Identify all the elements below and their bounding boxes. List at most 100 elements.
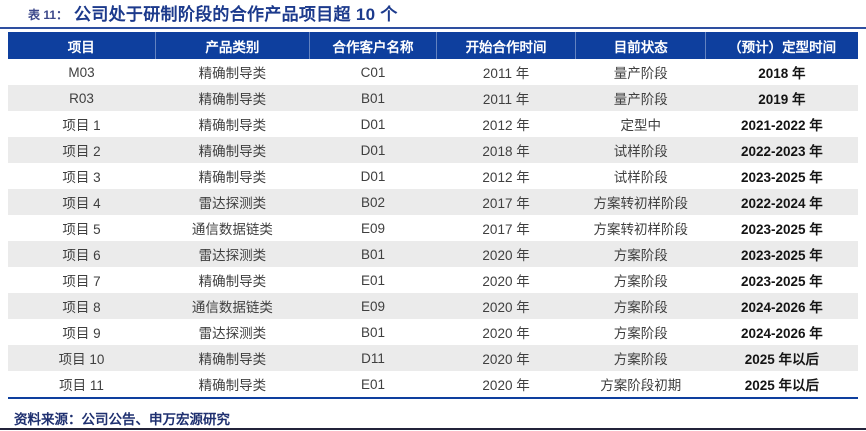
table-cell: 精确制导类 [198, 144, 267, 159]
table-caption: 表 11： 公司处于研制阶段的合作产品项目超 10 个 [0, 0, 866, 27]
table-cell: 方案阶段 [613, 300, 668, 315]
table-cell: R03 [69, 90, 94, 106]
table-cell: 2020 年 [482, 300, 530, 315]
table-cell: 项目 6 [62, 248, 101, 263]
table-row: 项目 4 雷达探测类 B02 2017 年 方案转初样阶段 2022-2024 年 [8, 189, 858, 215]
table-cell: 方案阶段 [613, 274, 668, 289]
table-cell: 项目 1 [62, 118, 101, 133]
table-cell: E01 [361, 272, 386, 288]
table-cell: 2012 年 [482, 118, 530, 133]
table-cell: 雷达探测类 [198, 326, 267, 341]
table-row: R03 精确制导类 B01 2011 年 量产阶段 2019 年 [8, 85, 858, 111]
table-cell: D01 [360, 142, 386, 158]
header-row: 项目 产品类别 合作客户名称 开始合作时间 目前状态 （预计）定型时间 [8, 32, 858, 59]
table-cell: 2020 年 [482, 326, 530, 341]
table-row: 项目 7 精确制导类 E01 2020 年 方案阶段 2023-2025 年 [8, 267, 858, 293]
table-cell: 2023-2025 年 [741, 274, 823, 289]
table-cell: 2022-2024 年 [741, 196, 823, 211]
table-cell: B01 [361, 246, 386, 262]
table-cell: 精确制导类 [198, 274, 267, 289]
table-cell: D01 [360, 116, 386, 132]
caption-underline [0, 27, 866, 29]
table-cell: 项目 3 [62, 170, 101, 185]
page-title: 公司处于研制阶段的合作产品项目超 10 个 [74, 5, 398, 24]
table-cell: 2025 年以后 [744, 378, 820, 393]
column-header: 目前状态 [575, 32, 706, 59]
table-cell: 方案阶段初期 [600, 378, 682, 393]
table-cell: 精确制导类 [198, 92, 267, 107]
table-cell: 2021-2022 年 [741, 118, 823, 133]
table-row: 项目 3 精确制导类 D01 2012 年 试样阶段 2023-2025 年 [8, 163, 858, 189]
table-cell: 雷达探测类 [198, 248, 267, 263]
table-cell: 项目 7 [62, 274, 101, 289]
projects-table: 项目 产品类别 合作客户名称 开始合作时间 目前状态 （预计）定型时间 M03 精确制导类 C… [8, 32, 858, 399]
table-cell: 精确制导类 [198, 170, 267, 185]
column-header: （预计）定型时间 [705, 32, 858, 59]
table-row: 项目 9 雷达探测类 B01 2020 年 方案阶段 2024-2026 年 [8, 319, 858, 345]
table-cell: 通信数据链类 [191, 300, 273, 315]
table-cell: 2020 年 [482, 352, 530, 367]
table-cell: 2017 年 [482, 222, 530, 237]
table-cell: 2023-2025 年 [741, 222, 823, 237]
table-row: 项目 11 精确制导类 E01 2020 年 方案阶段初期 2025 年以后 [8, 371, 858, 398]
table-cell: 量产阶段 [613, 66, 668, 81]
table-cell: 方案阶段 [613, 352, 668, 367]
table-cell: 精确制导类 [198, 352, 267, 367]
table-cell: 项目 4 [62, 196, 101, 211]
table-cell: 项目 5 [62, 222, 101, 237]
table-cell: C01 [360, 64, 386, 80]
table-cell: 项目 11 [59, 378, 104, 393]
table-cell: D01 [360, 168, 386, 184]
table-cell: 方案转初样阶段 [593, 222, 689, 237]
table-header: 项目 产品类别 合作客户名称 开始合作时间 目前状态 （预计）定型时间 [8, 32, 858, 59]
table-cell: 方案阶段 [613, 248, 668, 263]
table-cell: 2018 年 [482, 144, 530, 159]
table-cell: E09 [361, 220, 386, 236]
table-row: 项目 6 雷达探测类 B01 2020 年 方案阶段 2023-2025 年 [8, 241, 858, 267]
table-body: M03 精确制导类 C01 2011 年 量产阶段 2018 年 R03 精确制导类 B01 20… [8, 59, 858, 398]
table-cell: 2024-2026 年 [741, 326, 823, 341]
table-cell: 通信数据链类 [191, 222, 273, 237]
table-row: 项目 10 精确制导类 D11 2020 年 方案阶段 2025 年以后 [8, 345, 858, 371]
column-header: 开始合作时间 [435, 32, 576, 59]
table-cell: 方案转初样阶段 [593, 196, 689, 211]
table-cell: 项目 8 [62, 300, 101, 315]
table-cell: 项目 9 [62, 326, 101, 341]
table-cell: 精确制导类 [198, 378, 267, 393]
table-row: 项目 8 通信数据链类 E09 2020 年 方案阶段 2024-2026 年 [8, 293, 858, 319]
column-header: 合作客户名称 [309, 32, 437, 59]
table-cell: 精确制导类 [198, 118, 267, 133]
table-cell: 2018 年 [758, 66, 806, 81]
table-row: 项目 2 精确制导类 D01 2018 年 试样阶段 2022-2023 年 [8, 137, 858, 163]
table-cell: 项目 10 [58, 352, 105, 367]
table-cell: D11 [361, 350, 385, 366]
table-cell: 精确制导类 [198, 66, 267, 81]
table-cell: 2024-2026 年 [741, 300, 823, 315]
bottom-rule [0, 428, 866, 430]
table-cell: 2020 年 [482, 378, 530, 393]
table-cell: E01 [361, 376, 386, 392]
table-cell: 2025 年以后 [744, 352, 820, 367]
table-cell: 2017 年 [482, 196, 530, 211]
table-cell: B02 [361, 194, 386, 210]
table-cell: 项目 2 [62, 144, 101, 159]
caption-label: 表 11： [28, 8, 69, 22]
table-cell: 试样阶段 [613, 170, 668, 185]
table-cell: 试样阶段 [613, 144, 668, 159]
table-row: 项目 5 通信数据链类 E09 2017 年 方案转初样阶段 2023-2025 年 [8, 215, 858, 241]
column-header: 产品类别 [154, 32, 310, 59]
table-cell: 方案阶段 [613, 326, 668, 341]
table-cell: B01 [361, 90, 386, 106]
table-cell: M03 [68, 64, 95, 80]
table-cell: 量产阶段 [613, 92, 668, 107]
table-cell: 2012 年 [482, 170, 530, 185]
table-row: M03 精确制导类 C01 2011 年 量产阶段 2018 年 [8, 59, 858, 85]
table-cell: 2019 年 [758, 92, 806, 107]
table-cell: 2023-2025 年 [741, 170, 823, 185]
table-cell: 2011 年 [482, 92, 530, 107]
table-cell: 定型中 [620, 118, 662, 133]
table-cell: E09 [361, 298, 386, 314]
table-row: 项目 1 精确制导类 D01 2012 年 定型中 2021-2022 年 [8, 111, 858, 137]
table-cell: 2022-2023 年 [741, 144, 823, 159]
